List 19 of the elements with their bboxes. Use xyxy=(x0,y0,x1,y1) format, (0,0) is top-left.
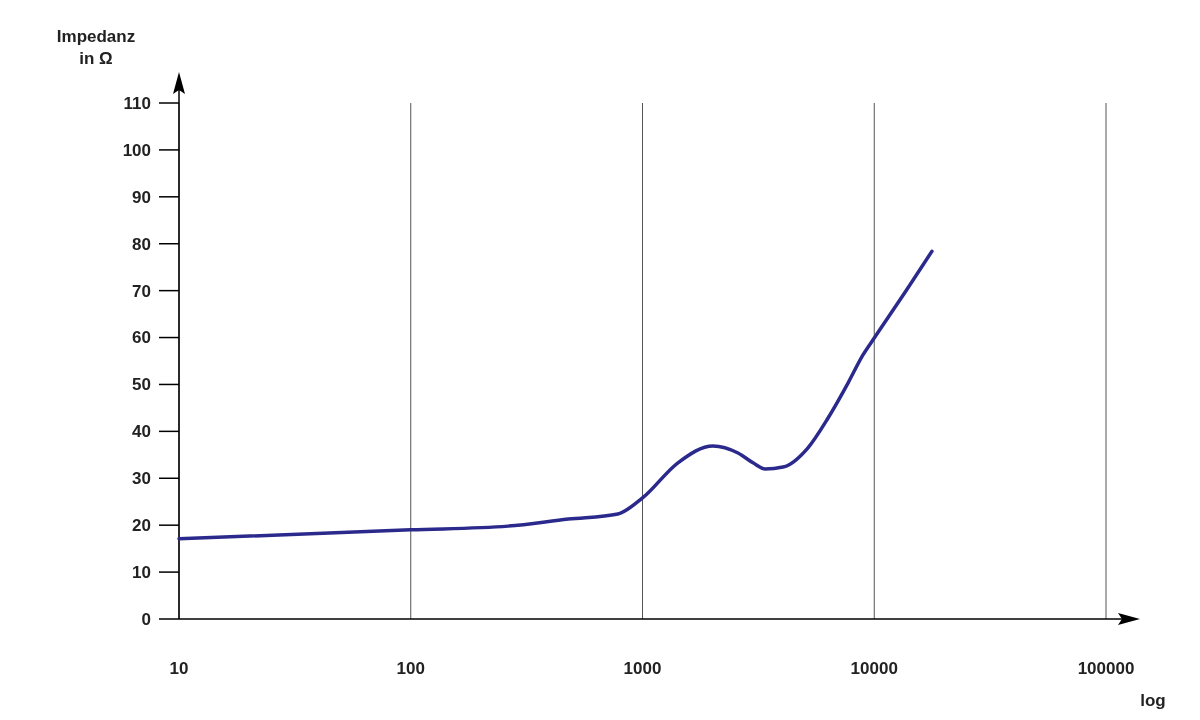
y-tick-label: 50 xyxy=(132,375,151,395)
y-axis-title: Impedanz in Ω xyxy=(56,27,136,68)
y-tick-label: 40 xyxy=(132,422,151,442)
x-axis-title: log xyxy=(1140,691,1166,710)
x-tick-label: 10000 xyxy=(850,659,898,678)
y-tick-label: 90 xyxy=(132,187,151,207)
y-tick-label: 100 xyxy=(122,140,151,160)
y-tick-label: 80 xyxy=(132,234,151,254)
x-tick-label: 1000 xyxy=(623,659,662,678)
x-tick-label: 100000 xyxy=(1077,659,1135,678)
y-tick-label: 60 xyxy=(132,328,151,348)
y-tick-label: 10 xyxy=(132,563,151,583)
y-tick-label: 30 xyxy=(132,469,151,489)
x-tick-label: 10 xyxy=(169,659,189,678)
y-tick-label: 20 xyxy=(132,516,151,536)
x-tick-label: 100 xyxy=(396,659,425,678)
y-tick-label: 0 xyxy=(141,609,151,629)
y-tick-label: 110 xyxy=(123,93,151,113)
y-tick-label: 70 xyxy=(132,281,151,301)
